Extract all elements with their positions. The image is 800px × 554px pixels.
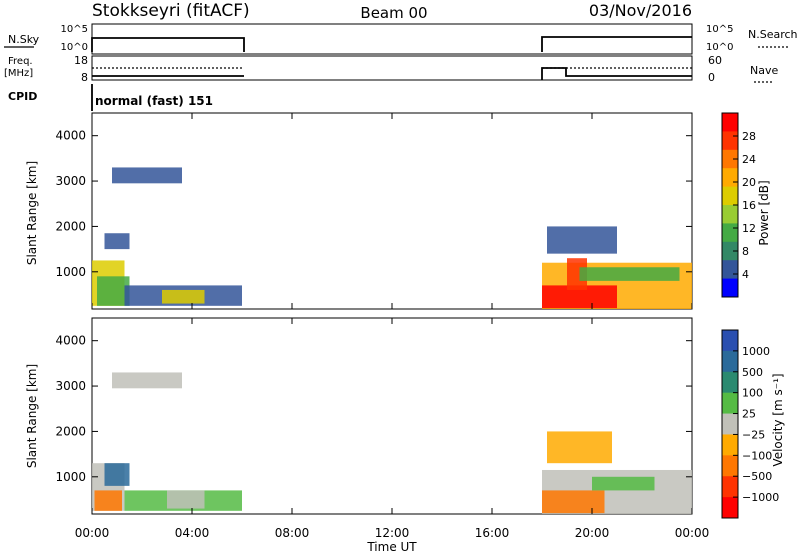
- beam-label: Beam 00: [360, 4, 427, 22]
- power-colorbar-swatch-9: [722, 278, 738, 298]
- nsky-label: N.Sky: [8, 33, 40, 46]
- power-colorbar-tick-label-3: 16: [742, 199, 756, 212]
- power-colorbar-tick-label-0: 28: [742, 130, 756, 143]
- xtick-label-2: 08:00: [275, 526, 310, 540]
- velocity-region-9: [592, 476, 655, 491]
- velocity-region-5: [112, 372, 182, 389]
- nsky-tick-bottom: 10^0: [61, 42, 88, 53]
- power-region-1: [97, 276, 130, 306]
- nsearch-tick-bottom: 10^0: [706, 42, 733, 53]
- power-colorbar-swatch-3: [722, 168, 738, 188]
- velocity-ytick-label-0: 4000: [55, 334, 86, 348]
- power-ytick-label-2: 2000: [55, 219, 86, 233]
- freq-label-1: Freq.: [8, 56, 33, 67]
- power-colorbar-swatch-1: [722, 131, 738, 151]
- velocity-region-2: [104, 463, 130, 486]
- freq-trace: [92, 67, 692, 80]
- velocity-colorbar-swatch-8: [722, 497, 738, 519]
- nsearch-tick-top: 10^5: [706, 24, 733, 35]
- date-label: 03/Nov/2016: [589, 1, 692, 20]
- velocity-colorbar-swatch-7: [722, 476, 738, 498]
- velocity-y-axis-label: Slant Range [km]: [25, 364, 39, 468]
- velocity-colorbar-swatch-3: [722, 392, 738, 415]
- velocity-region-7: [542, 490, 605, 514]
- xtick-label-4: 16:00: [475, 526, 510, 540]
- power-ytick-label-1: 3000: [55, 174, 86, 188]
- figure-title: Stokkseyri (fitACF): [92, 1, 250, 21]
- power-region-9: [579, 267, 680, 281]
- power-colorbar-swatch-8: [722, 260, 738, 280]
- power-colorbar-swatch-5: [722, 205, 738, 224]
- power-data-regions: [92, 167, 692, 309]
- velocity-y-ticks: 4000 3000 2000 1000: [55, 334, 692, 484]
- velocity-colorbar-tick-label-4: −25: [742, 428, 765, 441]
- power-colorbar-swatch-2: [722, 149, 738, 169]
- xtick-label-6: 00:00: [675, 526, 710, 540]
- power-colorbar-tick-label-6: 4: [742, 268, 749, 281]
- xtick-label-0: 00:00: [75, 526, 110, 540]
- xtick-label-5: 20:00: [575, 526, 610, 540]
- power-colorbar: 28 24 20 16 12 8 4: [721, 112, 756, 298]
- power-colorbar-tick-label-1: 24: [742, 153, 756, 166]
- power-ytick-label-3: 1000: [55, 265, 86, 279]
- velocity-colorbar-label: Velocity [m s⁻¹]: [771, 373, 785, 466]
- power-region-8: [567, 258, 587, 290]
- time-x-axis: 00:00 04:00 08:00 12:00 16:00 20:00 00:00: [75, 113, 710, 540]
- velocity-colorbar-tick-label-1: 500: [742, 366, 763, 379]
- velocity-colorbar-frame: [721, 329, 739, 519]
- velocity-colorbar-swatch-1: [722, 350, 738, 373]
- nsky-panel-frame: [91, 23, 693, 55]
- velocity-colorbar-tick-label-3: 25: [742, 408, 756, 421]
- power-y-axis-label: Slant Range [km]: [25, 161, 39, 265]
- velocity-colorbar-tick-label-7: −1000: [742, 491, 779, 504]
- velocity-colorbar: 1000 500 100 25 −25 −100 −500 −1000: [721, 329, 779, 519]
- velocity-colorbar-swatch-4: [722, 413, 738, 435]
- nave-tick-bottom: 0: [708, 71, 715, 84]
- power-region-4: [112, 167, 182, 184]
- power-ytick-label-0: 4000: [55, 129, 86, 143]
- velocity-region-8: [547, 431, 612, 464]
- velocity-colorbar-swatch-2: [722, 371, 738, 394]
- xtick-label-1: 04:00: [175, 526, 210, 540]
- power-region-7: [542, 285, 617, 309]
- velocity-region-1: [94, 490, 122, 511]
- velocity-colorbar-tick-label-6: −500: [742, 470, 772, 483]
- power-colorbar-tick-label-4: 12: [742, 222, 756, 235]
- velocity-data-regions: [92, 372, 692, 514]
- freq-tick-bottom: 8: [81, 71, 88, 84]
- nave-label: Nave: [750, 64, 778, 77]
- time-x-axis-label: Time UT: [366, 540, 417, 554]
- nsky-trace: [91, 36, 692, 52]
- velocity-colorbar-swatch-6: [722, 455, 738, 477]
- velocity-ytick-label-2: 2000: [55, 424, 86, 438]
- power-colorbar-swatch-6: [722, 223, 738, 243]
- power-colorbar-swatch-0: [722, 113, 738, 132]
- cpid-value: normal (fast) 151: [95, 94, 213, 108]
- power-colorbar-swatch-7: [722, 241, 738, 261]
- freq-label-2: [MHz]: [4, 68, 33, 79]
- power-colorbar-tick-label-5: 8: [742, 245, 749, 258]
- velocity-region-4: [167, 490, 205, 509]
- power-y-ticks: 4000 3000 2000 1000: [55, 129, 692, 279]
- velocity-ytick-label-1: 3000: [55, 379, 86, 393]
- power-region-3: [162, 289, 205, 304]
- velocity-colorbar-tick-label-2: 100: [742, 387, 763, 400]
- power-colorbar-tick-label-2: 20: [742, 176, 756, 189]
- velocity-colorbar-swatch-0: [722, 330, 738, 352]
- velocity-colorbar-tick-label-5: −100: [742, 449, 772, 462]
- power-colorbar-swatch-4: [722, 186, 738, 206]
- freq-tick-top: 18: [74, 54, 88, 67]
- velocity-ytick-label-3: 1000: [55, 470, 86, 484]
- nsearch-label: N.Search: [748, 28, 798, 41]
- power-region-10: [547, 226, 617, 254]
- velocity-colorbar-tick-label-0: 1000: [742, 345, 770, 358]
- nave-tick-top: 60: [708, 54, 722, 67]
- cpid-label: CPID: [8, 90, 37, 103]
- power-region-5: [104, 233, 130, 250]
- nsky-tick-top: 10^5: [61, 24, 88, 35]
- velocity-colorbar-swatch-5: [722, 434, 738, 456]
- power-colorbar-label: Power [dB]: [757, 180, 771, 245]
- xtick-label-3: 12:00: [375, 526, 410, 540]
